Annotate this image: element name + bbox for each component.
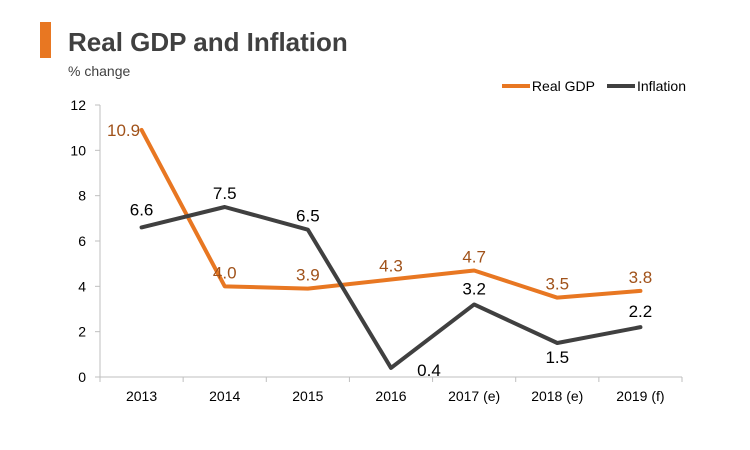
data-label-real-gdp: 10.9: [107, 121, 140, 140]
data-label-inflation: 7.5: [213, 184, 237, 203]
data-label-real-gdp: 4.3: [379, 257, 403, 276]
legend-item-inflation: Inflation: [606, 78, 686, 94]
y-tick-label: 6: [78, 233, 86, 249]
y-tick-label: 8: [78, 188, 86, 204]
data-label-inflation: 6.6: [130, 200, 154, 219]
y-tick-label: 2: [78, 324, 86, 340]
x-tick-label: 2013: [126, 388, 157, 404]
data-label-real-gdp: 3.9: [296, 266, 320, 285]
data-label-real-gdp: 3.5: [545, 275, 569, 294]
x-tick-label: 2018 (e): [531, 388, 583, 404]
y-tick-label: 4: [78, 278, 86, 294]
y-tick-label: 10: [70, 142, 86, 158]
x-tick-label: 2015: [292, 388, 323, 404]
x-tick-label: 2014: [209, 388, 240, 404]
data-label-inflation: 2.2: [629, 302, 653, 321]
data-label-inflation: 3.2: [462, 279, 486, 298]
chart-title: Real GDP and Inflation: [68, 27, 348, 57]
chart-legend: Real GDP Inflation: [501, 78, 686, 94]
legend-label-inflation: Inflation: [636, 78, 686, 94]
legend-swatch-inflation: [606, 84, 635, 88]
legend-swatch-real-gdp: [501, 84, 530, 88]
y-tick-label: 0: [78, 369, 86, 385]
y-tick-label: 12: [70, 97, 86, 113]
legend-item-real-gdp: Real GDP: [501, 78, 595, 94]
chart-subtitle: % change: [68, 63, 131, 79]
data-label-inflation: 0.4: [417, 361, 441, 380]
title-accent-bar: [40, 22, 51, 58]
data-label-inflation: 6.5: [296, 207, 320, 226]
x-tick-label: 2019 (f): [616, 388, 664, 404]
data-label-real-gdp: 4.0: [213, 263, 237, 282]
data-label-real-gdp: 4.7: [462, 247, 486, 266]
series-line-inflation: [139, 205, 643, 370]
data-label-inflation: 1.5: [545, 348, 569, 367]
series-line-real-gdp: [139, 127, 643, 300]
x-tick-label: 2016: [375, 388, 406, 404]
legend-label-real-gdp: Real GDP: [531, 78, 595, 94]
data-label-real-gdp: 3.8: [629, 268, 653, 287]
x-tick-label: 2017 (e): [448, 388, 500, 404]
